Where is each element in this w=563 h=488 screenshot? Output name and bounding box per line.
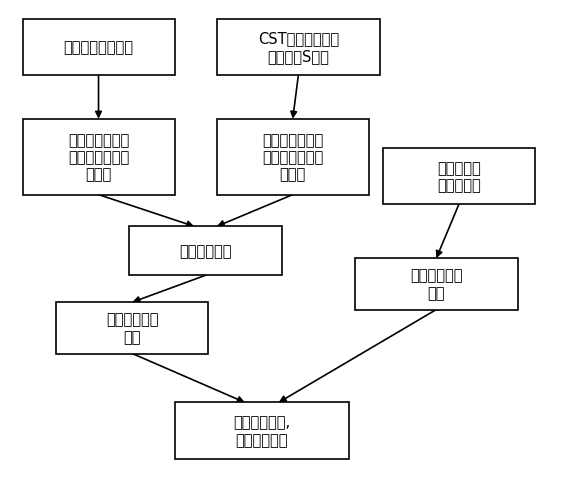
- Bar: [217, 20, 380, 76]
- Bar: [129, 227, 282, 276]
- Text: 获取理论电压
波形: 获取理论电压 波形: [106, 312, 159, 345]
- Text: 矢量拟合得到电
缆本体待优化模
型参数: 矢量拟合得到电 缆本体待优化模 型参数: [68, 133, 129, 182]
- Bar: [23, 120, 175, 195]
- Text: 实际电缆注
入脉冲信号: 实际电缆注 入脉冲信号: [437, 161, 481, 193]
- Bar: [23, 20, 175, 76]
- Text: CST三维仿真得到
电缆附件S参数: CST三维仿真得到 电缆附件S参数: [258, 31, 339, 64]
- Bar: [175, 403, 349, 459]
- Text: 求解优化问题,
得到无损参数: 求解优化问题, 得到无损参数: [233, 414, 291, 447]
- Bar: [383, 149, 535, 205]
- Bar: [355, 259, 518, 310]
- Text: 矢量拟合得到电
缆附件待优化模
型参数: 矢量拟合得到电 缆附件待优化模 型参数: [262, 133, 323, 182]
- Bar: [217, 120, 369, 195]
- Bar: [56, 303, 208, 354]
- Text: 输入电缆几何参数: 输入电缆几何参数: [64, 40, 133, 55]
- Text: 获取实验电压
波形: 获取实验电压 波形: [410, 268, 463, 301]
- Text: 求解状态方程: 求解状态方程: [179, 244, 232, 259]
